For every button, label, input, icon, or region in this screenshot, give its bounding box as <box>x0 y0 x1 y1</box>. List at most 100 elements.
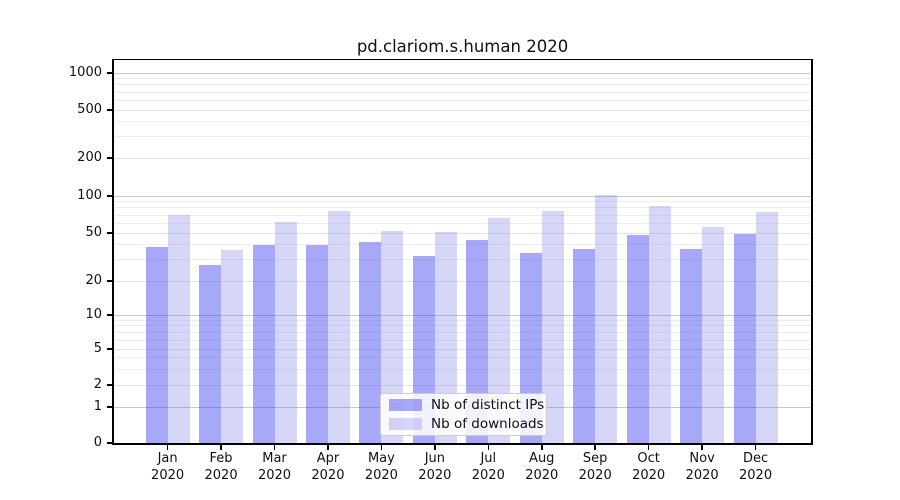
gridline-y-8 <box>114 325 811 327</box>
gridline-y-5 <box>114 348 811 350</box>
gridline-y-20 <box>114 280 811 282</box>
x-tick-label-jan: Jan 2020 <box>151 451 185 483</box>
y-tick-10 <box>107 314 114 316</box>
spine-left <box>112 58 114 445</box>
legend-label-distinct-ips: Nb of distinct IPs <box>431 396 545 413</box>
y-tick-500 <box>107 109 114 111</box>
gridline-y-60 <box>114 222 811 224</box>
bar-ips-mar <box>252 244 275 443</box>
y-tick-1 <box>107 406 114 408</box>
gridline-y-70 <box>114 214 811 216</box>
x-tick-dec <box>754 445 757 450</box>
y-tick-label-5: 5 <box>93 341 102 356</box>
x-tick-feb <box>220 445 222 450</box>
x-tick-label-dec: Dec 2020 <box>739 451 773 483</box>
x-tick-jan <box>166 445 169 450</box>
gridline-y-50 <box>114 232 811 234</box>
x-tick-label-sep: Sep 2020 <box>578 451 612 483</box>
gridline-y-100 <box>114 195 811 197</box>
y-tick-label-1000: 1000 <box>68 65 102 80</box>
y-tick-label-2: 2 <box>93 377 102 392</box>
bar-ips-jan <box>145 247 168 443</box>
legend-swatch-downloads <box>389 418 422 430</box>
y-tick-20 <box>107 280 114 282</box>
x-tick-apr <box>327 445 329 450</box>
gridline-y-80 <box>114 207 811 209</box>
y-tick-100 <box>107 195 114 197</box>
gridline-y-200 <box>114 157 811 159</box>
gridline-y-10 <box>114 314 811 316</box>
bar-downloads-jul <box>488 218 511 443</box>
bar-ips-apr <box>305 244 328 443</box>
gridline-y-600 <box>114 99 811 101</box>
gridline-y-7 <box>114 331 811 333</box>
bar-ips-oct <box>626 235 649 443</box>
x-tick-label-jun: Jun 2020 <box>418 451 452 483</box>
y-tick-2 <box>107 384 114 386</box>
bar-ips-jul <box>466 239 489 443</box>
gridline-y-4 <box>114 357 811 359</box>
bar-downloads-jan <box>167 215 190 443</box>
spine-bottom <box>112 443 813 445</box>
x-tick-sep <box>594 445 596 450</box>
gridline-y-500 <box>114 109 811 111</box>
gridline-y-900 <box>114 78 811 80</box>
gridline-y-800 <box>114 84 811 86</box>
bar-downloads-apr <box>327 211 350 443</box>
y-tick-200 <box>107 157 114 159</box>
y-tick-label-10: 10 <box>85 307 102 322</box>
bar-ips-dec <box>733 234 756 443</box>
gridline-y-1000 <box>114 72 811 74</box>
bar-downloads-dec <box>755 212 778 443</box>
gridline-y-3 <box>114 368 811 370</box>
gridline-y-400 <box>114 121 811 123</box>
gridline-y-30 <box>114 259 811 261</box>
chart-title: pd.clariom.s.human 2020 <box>356 37 569 56</box>
gridline-y-6 <box>114 339 811 341</box>
y-tick-0 <box>107 442 114 444</box>
legend-item-downloads: Nb of downloads <box>389 415 546 432</box>
gridline-y-90 <box>114 201 811 203</box>
plot-area <box>114 60 811 443</box>
x-tick-label-feb: Feb 2020 <box>204 451 238 483</box>
bar-downloads-sep <box>595 194 618 443</box>
bar-ips-may <box>359 242 382 443</box>
x-tick-nov <box>701 445 703 450</box>
legend-label-downloads: Nb of downloads <box>431 415 544 432</box>
y-tick-50 <box>107 232 114 234</box>
x-tick-oct <box>647 445 650 450</box>
x-tick-aug <box>540 445 543 450</box>
x-tick-jun <box>434 445 436 450</box>
legend-item-distinct-ips: Nb of distinct IPs <box>389 396 546 413</box>
spine-right <box>811 58 813 445</box>
gridline-y-2 <box>114 384 811 386</box>
y-tick-label-1: 1 <box>93 399 102 414</box>
y-tick-label-500: 500 <box>77 102 102 117</box>
bar-downloads-may <box>381 230 404 443</box>
bar-ips-feb <box>199 265 222 443</box>
gridline-y-40 <box>114 244 811 246</box>
bar-downloads-nov <box>702 226 725 443</box>
spine-top <box>112 58 813 61</box>
x-tick-label-oct: Oct 2020 <box>632 451 666 483</box>
bar-ips-nov <box>680 248 703 443</box>
x-tick-label-mar: Mar 2020 <box>257 451 292 483</box>
bar-downloads-jun <box>434 231 457 443</box>
x-tick-label-may: May 2020 <box>364 451 398 483</box>
x-tick-label-aug: Aug 2020 <box>525 451 559 483</box>
y-tick-label-200: 200 <box>77 150 102 165</box>
x-tick-label-jul: Jul 2020 <box>471 451 505 483</box>
y-tick-label-100: 100 <box>77 188 102 203</box>
bar-downloads-feb <box>221 250 244 443</box>
y-tick-label-20: 20 <box>85 273 102 288</box>
gridline-y-300 <box>114 136 811 138</box>
legend: Nb of distinct IPs Nb of downloads <box>380 393 547 436</box>
x-tick-mar <box>273 445 276 450</box>
bar-downloads-oct <box>648 205 671 443</box>
gridline-y-9 <box>114 319 811 321</box>
bar-downloads-aug <box>541 210 564 443</box>
bar-downloads-mar <box>274 221 297 443</box>
y-tick-1000 <box>107 72 114 74</box>
gridline-y-700 <box>114 91 811 93</box>
y-tick-label-50: 50 <box>85 225 102 240</box>
